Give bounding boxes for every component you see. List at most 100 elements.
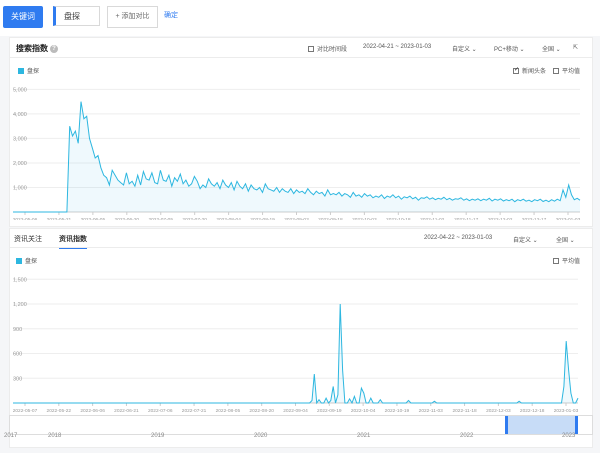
search-index-title-text: 搜索指数: [16, 44, 48, 53]
timeline-year-label: 2019: [151, 433, 165, 439]
news-index-chart: 300 600 900 1,200 1,500 2022-05-07 2022-05-22 2…: [13, 277, 579, 414]
timeline-years: 2017 2018 2019 2020 2021 2022 2023: [0, 433, 600, 445]
x-tick-label: 2022-05-06: [13, 217, 38, 220]
timeline-selection[interactable]: [506, 416, 576, 434]
x-tick-label: 2022-06-06: [80, 408, 105, 414]
series-area: [13, 101, 580, 212]
y-tick-label: 4,000: [13, 112, 27, 118]
x-tick-label: 2022-11-02: [420, 217, 445, 220]
search-index-title: 搜索指数?: [16, 43, 58, 54]
search-index-panel: 搜索指数? 对比时间段 2022-04-21 ~ 2023-01-03 自定义 …: [9, 37, 593, 227]
x-tick-label: 2022-08-20: [249, 408, 274, 414]
x-tick-label: 2022-09-04: [283, 408, 308, 414]
legend-label: 盘探: [27, 69, 40, 75]
x-tick-label: 2022-08-04: [216, 217, 241, 220]
export-icon[interactable]: ⇱: [573, 45, 579, 51]
custom-date-dropdown[interactable]: 自定义 ⌄: [452, 47, 477, 53]
help-icon[interactable]: ?: [50, 44, 58, 53]
compare-time-toggle[interactable]: 对比时间段: [308, 44, 347, 53]
y-tick-label: 3,000: [13, 136, 27, 142]
x-tick-label: 2022-10-04: [351, 408, 376, 414]
y-tick-label: 300: [13, 376, 22, 382]
y-tick-label: 1,200: [13, 302, 27, 308]
news-index-panel: 资讯关注 资讯指数 2022-04-22 ~ 2023-01-03 自定义 ⌄ …: [9, 228, 593, 448]
x-tick-label: 2022-09-19: [317, 408, 342, 414]
x-tick-label: 2023-01-03: [554, 408, 579, 414]
legend-swatch: [18, 68, 24, 75]
x-tick-label: 2022-08-05: [216, 408, 241, 414]
x-tick-label: 2022-12-17: [522, 217, 547, 220]
x-tick-label: 2022-12-18: [520, 408, 545, 414]
x-tick-label: 2022-12-02: [488, 217, 513, 220]
y-tick-label: 600: [13, 352, 22, 358]
confirm-link[interactable]: 确定: [164, 12, 178, 19]
x-tick-label: 2022-05-22: [47, 408, 72, 414]
y-tick-label: 5,000: [13, 87, 27, 93]
legend-swatch: [16, 258, 22, 265]
x-tick-label: 2022-05-07: [13, 408, 38, 414]
region-label-2: 全国: [556, 238, 569, 244]
keyword-input[interactable]: 盘探: [53, 6, 100, 26]
x-tick-label: 2022-07-21: [182, 408, 207, 414]
x-tick-label: 2022-12-03: [486, 408, 511, 414]
timeline-year-label: 2018: [48, 433, 62, 439]
custom-date-dropdown-2[interactable]: 自定义 ⌄: [513, 238, 538, 244]
x-tick-label: 2022-11-03: [419, 408, 444, 414]
timeline-handle-right[interactable]: [575, 416, 578, 434]
region-label: 全国: [542, 47, 555, 53]
y-tick-label: 1,000: [13, 185, 27, 191]
timeline-year-label: 2017: [4, 433, 18, 439]
x-tick-label: 2022-08-19: [250, 217, 275, 220]
custom-date-label: 自定义: [452, 47, 471, 53]
x-tick-label: 2022-06-05: [81, 217, 106, 220]
series-legend-2[interactable]: 盘探: [16, 256, 37, 265]
checkbox-icon[interactable]: [553, 68, 559, 75]
tab-info-index[interactable]: 资讯指数: [59, 234, 87, 249]
search-index-chart: 1,000 2,000 3,000 4,000 5,000 2022-05-06 2022-…: [13, 87, 581, 220]
x-tick-label: 2022-10-18: [386, 217, 411, 220]
y-tick-label: 1,500: [13, 277, 27, 283]
x-tick-label: 2022-11-18: [452, 408, 477, 414]
add-compare-button[interactable]: + 添加对比: [107, 6, 158, 28]
device-dropdown[interactable]: PC+移动 ⌄: [494, 47, 525, 53]
tab-info-attention[interactable]: 资讯关注: [14, 236, 42, 243]
checked-checkbox-icon[interactable]: [513, 66, 519, 75]
x-tick-label: 2022-10-03: [352, 217, 377, 220]
divider: [10, 57, 592, 58]
compare-time-label: 对比时间段: [317, 47, 348, 53]
x-tick-label: 2022-06-21: [114, 408, 139, 414]
top-toolbar: 关键词 盘探 + 添加对比 确定: [0, 0, 600, 36]
x-tick-label: 2022-11-17: [454, 217, 479, 220]
keyword-tab-button[interactable]: 关键词: [3, 6, 43, 28]
date-range-display[interactable]: 2022-04-21 ~ 2023-01-03: [363, 44, 432, 50]
device-label: PC+移动: [494, 47, 518, 53]
news-headline-toggle[interactable]: 新闻头条: [513, 66, 546, 75]
x-tick-label: 2022-07-05: [148, 217, 173, 220]
timeline-year-label: 2023: [562, 433, 576, 439]
y-tick-label: 900: [13, 327, 22, 333]
timeline-slider[interactable]: [9, 415, 593, 435]
x-tick-label: 2022-05-21: [47, 217, 72, 220]
x-tick-label: 2022-10-19: [385, 408, 410, 414]
x-tick-label: 2022-09-18: [318, 217, 343, 220]
average-toggle-2[interactable]: 平均值: [553, 256, 580, 265]
timeline-year-label: 2022: [460, 433, 474, 439]
region-dropdown-2[interactable]: 全国 ⌄: [556, 238, 575, 244]
average-toggle[interactable]: 平均值: [553, 66, 580, 75]
y-tick-label: 2,000: [13, 161, 27, 167]
custom-date-label-2: 自定义: [513, 238, 532, 244]
average-label: 平均值: [562, 69, 581, 75]
divider: [10, 247, 592, 248]
series-line: [13, 101, 581, 213]
x-tick-label: 2022-07-06: [148, 408, 173, 414]
checkbox-icon[interactable]: [308, 46, 314, 53]
legend-label-2: 盘探: [25, 259, 38, 265]
x-tick-label: 2022-09-03: [284, 217, 309, 220]
series-line: [13, 303, 579, 405]
checkbox-icon[interactable]: [553, 258, 559, 265]
series-legend[interactable]: 盘探: [18, 66, 39, 75]
average-label-2: 平均值: [562, 259, 581, 265]
date-range-display-2[interactable]: 2022-04-22 ~ 2023-01-03: [424, 235, 493, 241]
timeline-handle-left[interactable]: [505, 416, 508, 434]
region-dropdown[interactable]: 全国 ⌄: [542, 47, 561, 53]
